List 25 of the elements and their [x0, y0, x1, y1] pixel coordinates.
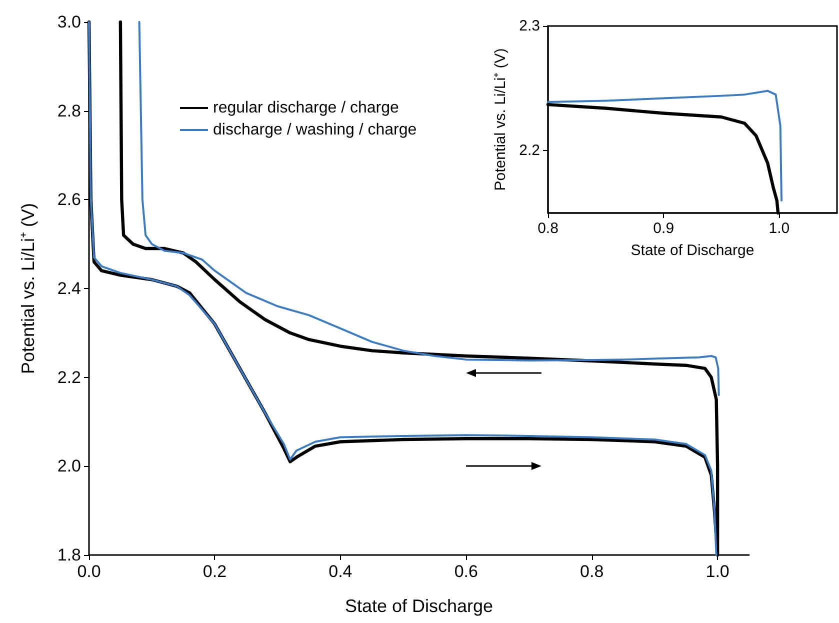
legend-label: regular discharge / charge: [213, 100, 399, 116]
x-tick-label: 0.4: [328, 562, 352, 581]
x-axis-title: State of Discharge: [630, 242, 754, 259]
y-tick-label: 2.4: [57, 279, 81, 298]
y-tick-label: 1.8: [57, 546, 81, 564]
y-tick-label: 2.3: [519, 18, 540, 34]
x-tick-label: 0.8: [580, 562, 604, 581]
y-tick-label: 3.0: [57, 12, 81, 32]
y-axis-title: Potential vs. Li/Li⁺ (V): [492, 48, 510, 191]
x-axis-title: State of Discharge: [344, 596, 494, 616]
legend-label: discharge / washing / charge: [213, 122, 417, 138]
y-axis-title: Potential vs. Li/Li⁺ (V): [18, 202, 38, 374]
y-tick-label: 2.6: [57, 190, 81, 210]
line-series: [547, 90, 783, 202]
x-tick-label: 0.6: [454, 562, 478, 581]
x-tick-label: 1.0: [706, 562, 730, 581]
x-tick-label: 0.9: [653, 220, 674, 237]
x-tick-label: 1.0: [768, 220, 790, 237]
y-tick-label: 2.8: [57, 101, 81, 120]
y-tick-label: 2.2: [519, 142, 540, 160]
x-tick-label: 0.2: [202, 562, 227, 581]
y-tick-label: 2.2: [57, 368, 81, 387]
x-tick-label: 0.8: [538, 220, 558, 237]
x-tick-label: 0.0: [77, 562, 101, 581]
y-tick-label: 2.0: [57, 456, 81, 476]
